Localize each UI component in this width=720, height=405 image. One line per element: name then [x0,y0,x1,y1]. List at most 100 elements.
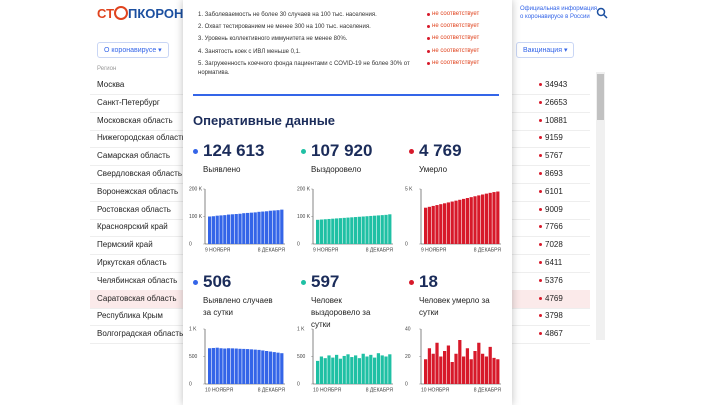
status-dot [539,225,542,229]
y-tick-label: 200 K [297,186,311,192]
nav-button[interactable]: Вакцинация ▾ [516,42,575,58]
status-dot [539,83,542,86]
status-dot [539,136,542,140]
stat-dot [409,280,414,285]
bar [469,359,473,384]
y-tick-label: 0 [189,381,192,387]
bar [384,214,388,244]
bar [242,348,246,384]
x-label: 8 ДЕКАБРЯ [474,387,502,393]
nav-button[interactable]: О коронавирусе ▾ [97,42,169,58]
y-tick-label: 500 [297,354,306,360]
bar [365,216,369,244]
bar [227,214,231,244]
bar [384,356,388,384]
stat-value: 597 [311,272,340,291]
status-dot [539,243,542,247]
region-value: 9159 [545,133,563,143]
bar [208,216,212,244]
bar [469,197,473,244]
bar [462,356,466,384]
region-name: Республика Крым [97,311,163,321]
mini-chart: 0 500 1 K 10 НОЯБРЯ 8 ДЕКАБРЯ [297,326,393,393]
criterion-status: не соответствует [426,11,480,17]
region-name: Иркутская область [97,258,167,267]
region-name: Самарская область [97,151,171,161]
bar [388,214,392,244]
bar [473,196,477,244]
criterion-status: не соответствует [426,35,480,42]
bar [268,210,273,244]
scroll-thumb[interactable] [597,74,604,120]
region-value: 3798 [545,311,563,321]
y-tick-label: 0 [297,381,300,387]
bar [242,213,246,244]
y-tick-label: 200 K [189,186,203,192]
logo-text: СТ [97,6,115,21]
region-value: 6101 [545,186,563,196]
bar [272,210,276,244]
y-tick-label: 1 K [189,326,197,332]
region-value: 26653 [545,97,568,107]
column-header: Регион [97,66,117,72]
bar [446,345,451,384]
bar [424,359,428,384]
stat-label: Умерло [419,165,448,174]
status-dot [539,261,542,264]
criterion-status: не соответствует [426,23,480,30]
bar [265,211,269,244]
bar [369,215,373,244]
bar [481,353,485,384]
y-tick-label: 20 [405,354,411,360]
stat-value: 107 920 [311,141,373,160]
bar [338,218,343,244]
stat-label: Человек умерло за сутки [419,296,490,317]
y-tick-label: 5 K [405,186,413,192]
mini-chart: 0 5 K 9 НОЯБРЯ 8 ДЕКАБРЯ [405,186,501,253]
region-name: Свердловская область [97,169,182,178]
stat-value: 506 [203,272,232,291]
x-label: 10 НОЯБРЯ [421,387,449,393]
status-dot [539,332,542,336]
bar [443,203,447,244]
bar [316,219,320,244]
heading: Оперативные данные [193,113,336,128]
bar [350,217,354,244]
bar [342,355,346,384]
x-label: 9 НОЯБРЯ [421,247,447,253]
bar [465,198,470,244]
bar [319,356,324,384]
bar [380,355,384,384]
bar [376,215,381,244]
divider [193,94,499,96]
bar [424,207,428,244]
region-name: Санкт-Петербург [97,97,160,107]
search-icon[interactable] [596,7,608,19]
bar [473,351,477,384]
bar [369,354,373,384]
bar [323,358,327,384]
bar [319,219,324,244]
mini-chart: 0 500 1 K 10 НОЯБРЯ 8 ДЕКАБРЯ [189,326,285,393]
status-dot [539,172,542,175]
bar [331,218,335,244]
region-name: Пермский край [97,240,153,250]
y-tick-label: 0 [297,241,300,247]
logo-icon [114,6,129,20]
y-tick-label: 40 [405,326,411,332]
bar [215,347,219,384]
scrollbar[interactable] [596,72,605,340]
bar [373,215,377,244]
bar [257,349,261,384]
modal: Оперативные данные 1. Заболеваемость не … [183,0,512,405]
stat-dot [193,280,198,285]
bar [496,359,500,384]
bar [246,212,250,244]
region-name: Москва [97,80,125,89]
bar [477,342,481,384]
bar [450,362,454,384]
x-label: 8 ДЕКАБРЯ [258,247,286,253]
bar [350,357,354,384]
bar [380,215,384,244]
status-dot [539,118,542,122]
